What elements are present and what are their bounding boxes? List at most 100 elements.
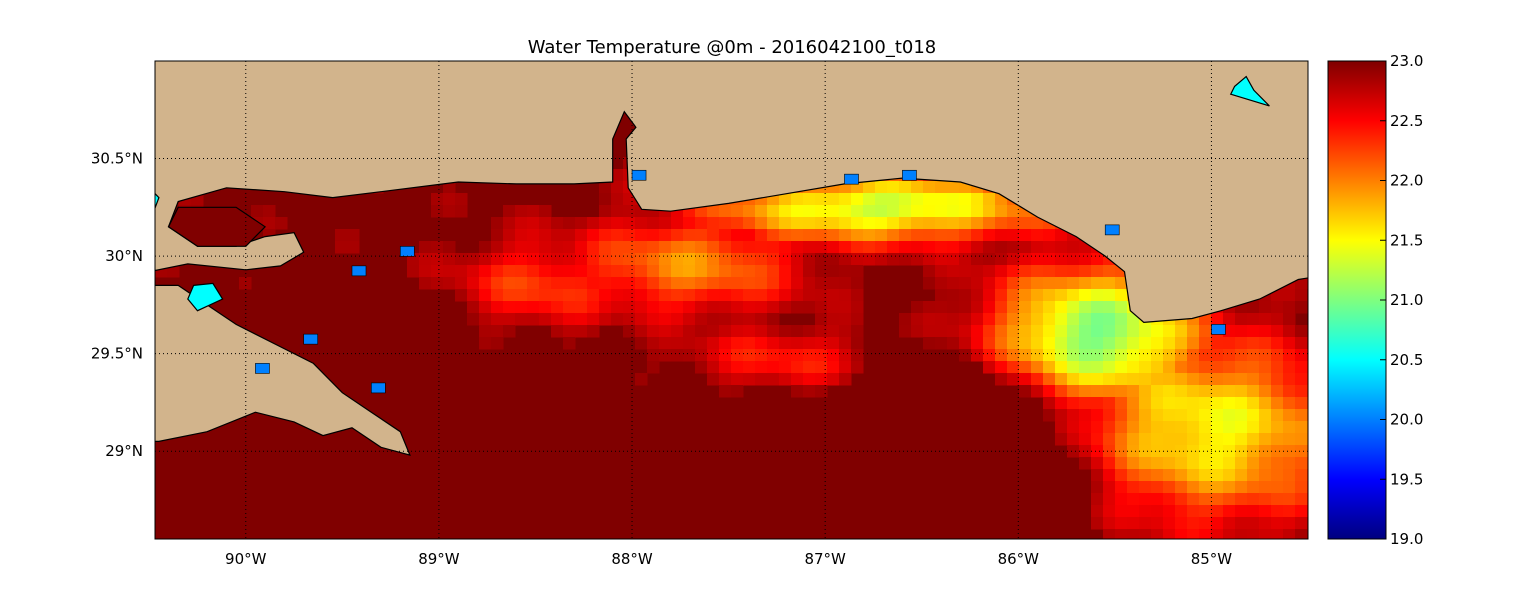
temperature-cell xyxy=(1127,337,1140,350)
temperature-cell xyxy=(755,301,768,314)
temperature-cell xyxy=(887,217,900,230)
temperature-cell xyxy=(563,217,576,230)
temperature-cell xyxy=(911,229,924,242)
temperature-cell xyxy=(1031,325,1044,338)
temperature-cell xyxy=(1271,457,1284,470)
temperature-cell xyxy=(479,289,492,302)
temperature-cell xyxy=(491,217,504,230)
temperature-cell xyxy=(623,253,636,266)
temperature-cell xyxy=(863,193,876,206)
temperature-cell xyxy=(935,313,948,326)
temperature-cell xyxy=(839,349,852,362)
temperature-cell xyxy=(815,265,828,278)
temperature-cell xyxy=(1187,337,1200,350)
temperature-cell xyxy=(983,361,996,374)
inland-lake xyxy=(1229,75,1270,107)
temperature-cell xyxy=(479,337,492,350)
temperature-cell xyxy=(1199,325,1212,338)
temperature-cell xyxy=(947,253,960,266)
temperature-cell xyxy=(1043,373,1056,386)
temperature-cell xyxy=(167,265,180,278)
temperature-cell xyxy=(263,205,276,218)
temperature-cell xyxy=(779,241,792,254)
temperature-cell xyxy=(1019,277,1032,290)
temperature-cell xyxy=(731,385,744,398)
temperature-cell xyxy=(1091,433,1104,446)
temperature-cell xyxy=(935,325,948,338)
temperature-cell xyxy=(611,205,624,218)
temperature-cell xyxy=(503,277,516,290)
temperature-cell xyxy=(1259,505,1272,518)
temperature-cell xyxy=(1139,493,1152,506)
temperature-cell xyxy=(1151,493,1164,506)
temperature-cell xyxy=(1043,409,1056,422)
map-area xyxy=(155,61,1308,539)
temperature-cell xyxy=(815,241,828,254)
temperature-cell xyxy=(623,325,636,338)
temperature-cell xyxy=(491,301,504,314)
temperature-cell xyxy=(755,229,768,242)
temperature-cell xyxy=(767,337,780,350)
temperature-cell xyxy=(803,217,816,230)
temperature-cell xyxy=(1307,445,1308,458)
temperature-cell xyxy=(1031,217,1044,230)
temperature-cell xyxy=(947,289,960,302)
temperature-cell xyxy=(1259,481,1272,494)
temperature-cell xyxy=(959,325,972,338)
temperature-cell xyxy=(515,217,528,230)
temperature-cell xyxy=(1067,301,1080,314)
temperature-cell xyxy=(875,253,888,266)
temperature-cell xyxy=(1235,313,1248,326)
temperature-cell xyxy=(1199,469,1212,482)
temperature-cell xyxy=(1127,409,1140,422)
temperature-cell xyxy=(1211,529,1224,539)
temperature-cell xyxy=(1247,469,1260,482)
temperature-cell xyxy=(1211,373,1224,386)
temperature-cell xyxy=(1055,433,1068,446)
temperature-cell xyxy=(1031,337,1044,350)
temperature-cell xyxy=(1247,361,1260,374)
temperature-cell xyxy=(1187,421,1200,434)
temperature-cell xyxy=(683,349,696,362)
temperature-cell xyxy=(695,325,708,338)
temperature-cell xyxy=(1187,469,1200,482)
temperature-cell xyxy=(611,217,624,230)
temperature-cell xyxy=(779,325,792,338)
temperature-cell xyxy=(1079,313,1092,326)
temperature-cell xyxy=(611,241,624,254)
temperature-cell xyxy=(947,205,960,218)
temperature-cell xyxy=(1091,337,1104,350)
temperature-cell xyxy=(887,253,900,266)
temperature-cell xyxy=(755,205,768,218)
temperature-cell xyxy=(995,253,1008,266)
temperature-cell xyxy=(1235,397,1248,410)
temperature-cell xyxy=(1007,361,1020,374)
temperature-cell xyxy=(1175,433,1188,446)
temperature-cell xyxy=(539,241,552,254)
temperature-cell xyxy=(911,253,924,266)
temperature-cell xyxy=(1151,481,1164,494)
temperature-cell xyxy=(251,205,264,218)
temperature-cell xyxy=(503,229,516,242)
colorbar-tick-label: 22.5 xyxy=(1390,112,1423,130)
temperature-cell xyxy=(1103,385,1116,398)
temperature-cell xyxy=(791,289,804,302)
temperature-cell xyxy=(659,265,672,278)
temperature-cell xyxy=(1259,517,1272,530)
temperature-cell xyxy=(803,385,816,398)
temperature-cell xyxy=(755,253,768,266)
temperature-cell xyxy=(1283,469,1296,482)
temperature-cell xyxy=(803,361,816,374)
temperature-cell xyxy=(719,313,732,326)
temperature-cell xyxy=(1127,385,1140,398)
temperature-cell xyxy=(1043,361,1056,374)
temperature-cell xyxy=(1019,313,1032,326)
temperature-cell xyxy=(1247,385,1260,398)
temperature-cell xyxy=(1235,349,1248,362)
temperature-cell xyxy=(1127,397,1140,410)
temperature-cell xyxy=(479,301,492,314)
temperature-cell xyxy=(599,193,612,206)
temperature-cell xyxy=(479,265,492,278)
